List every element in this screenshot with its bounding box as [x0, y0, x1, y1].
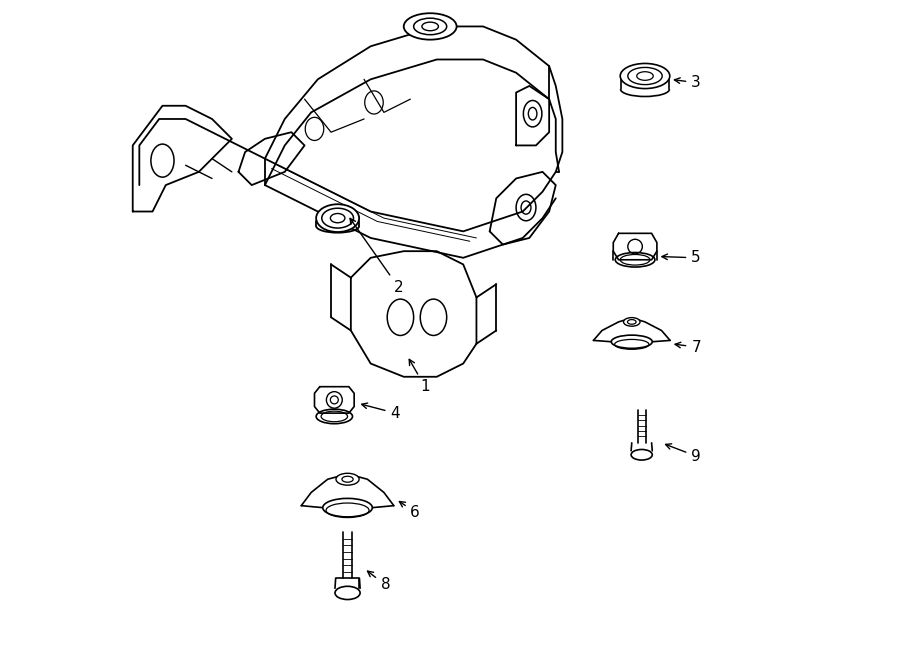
Ellipse shape: [335, 586, 360, 600]
Ellipse shape: [316, 204, 359, 232]
Text: 8: 8: [367, 571, 391, 592]
Ellipse shape: [611, 335, 652, 348]
Ellipse shape: [316, 409, 353, 424]
Text: 9: 9: [666, 444, 701, 463]
Polygon shape: [613, 233, 657, 260]
Text: 7: 7: [675, 340, 701, 354]
Ellipse shape: [336, 473, 359, 485]
Text: 1: 1: [410, 360, 430, 394]
Ellipse shape: [620, 63, 670, 89]
Polygon shape: [238, 132, 304, 185]
Ellipse shape: [631, 449, 652, 460]
Ellipse shape: [624, 318, 640, 326]
Text: 5: 5: [662, 251, 701, 265]
Text: 3: 3: [674, 75, 701, 90]
Ellipse shape: [404, 13, 456, 40]
Polygon shape: [314, 387, 355, 413]
Polygon shape: [490, 172, 556, 245]
Polygon shape: [351, 251, 476, 377]
Polygon shape: [132, 106, 232, 212]
Text: 2: 2: [350, 218, 403, 295]
Text: 4: 4: [362, 403, 400, 420]
Ellipse shape: [616, 253, 655, 267]
Text: 6: 6: [400, 502, 420, 520]
Polygon shape: [516, 86, 549, 145]
Ellipse shape: [323, 498, 373, 517]
